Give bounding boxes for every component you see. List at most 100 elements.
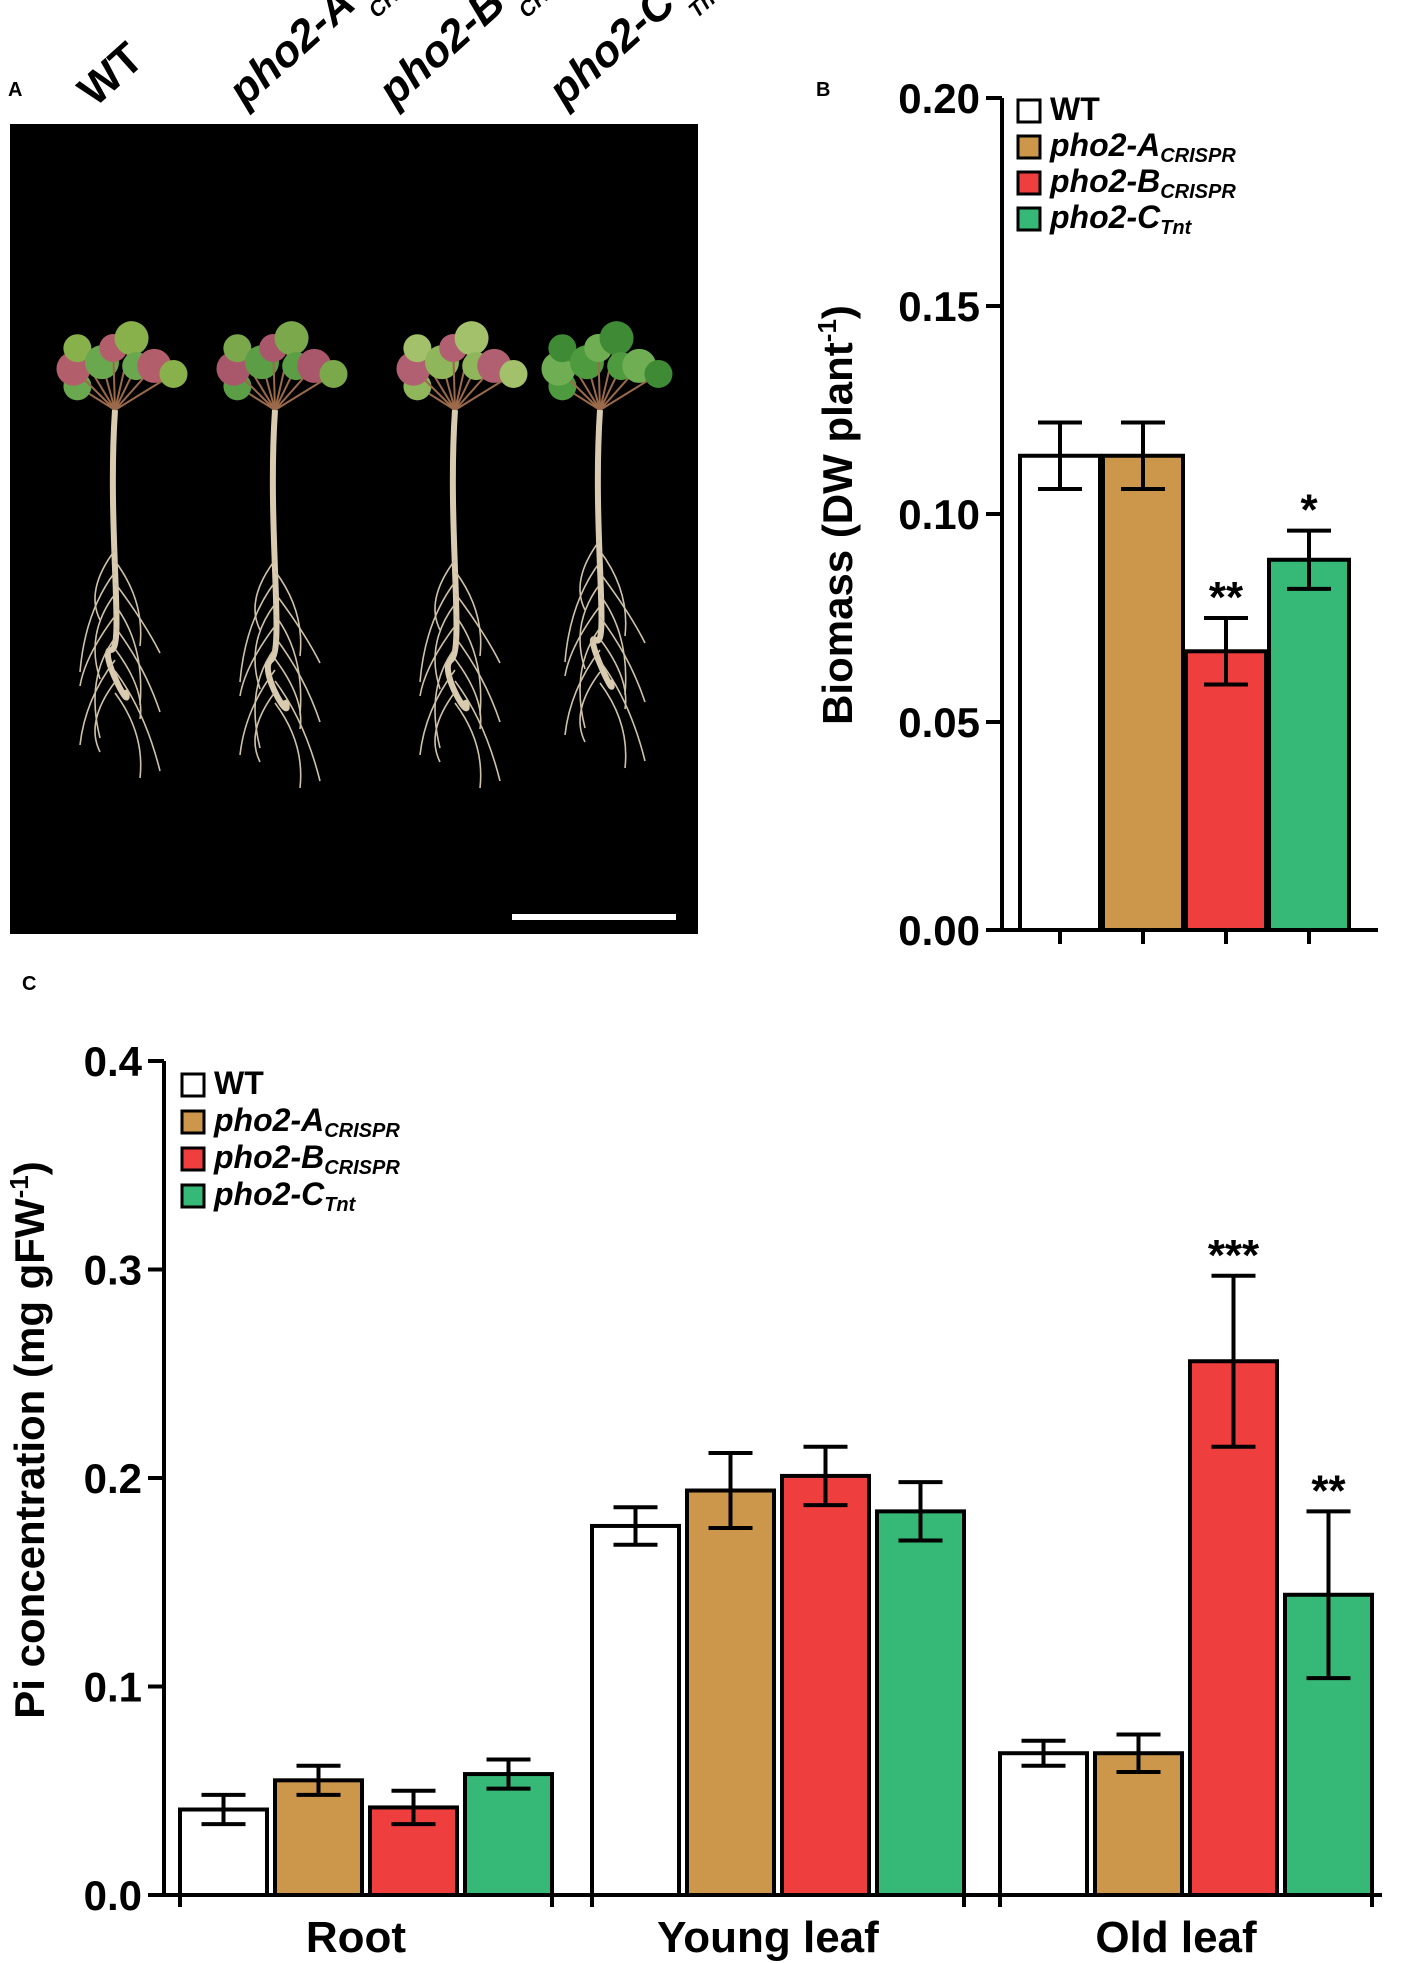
- legend-entry: WT: [214, 1065, 264, 1101]
- lateral-root: [254, 559, 276, 631]
- leaf: [454, 321, 489, 356]
- lateral-root: [579, 583, 601, 670]
- plant-4: [541, 321, 673, 769]
- y-axis-title: Biomass (DW plant-1): [812, 305, 861, 725]
- lateral-root: [599, 550, 627, 637]
- y-tick-label: 0.10: [898, 491, 980, 538]
- y-tick-label: 0.15: [898, 283, 980, 330]
- lateral-root: [94, 681, 116, 753]
- lateral-root: [454, 680, 501, 782]
- lateral-root: [254, 603, 276, 690]
- significance-label: ***: [1208, 1231, 1260, 1280]
- bar-3: [1184, 649, 1268, 933]
- lateral-root: [79, 659, 116, 746]
- lateral-root: [114, 670, 161, 772]
- leaf: [274, 321, 309, 356]
- significance-label: *: [1300, 486, 1318, 535]
- lateral-root: [274, 592, 321, 664]
- lateral-root: [94, 549, 116, 621]
- lateral-root: [114, 560, 142, 647]
- y-tick-label: 0.4: [84, 1038, 143, 1085]
- genotype-label-1: WT: [69, 33, 153, 115]
- lateral-root: [274, 570, 302, 657]
- lateral-root: [579, 627, 601, 729]
- lateral-root: [94, 593, 116, 680]
- legend-entry: pho2-BCRISPR: [213, 1139, 400, 1179]
- legend-entry: pho2-CTnt: [213, 1176, 357, 1216]
- lateral-root: [454, 570, 482, 657]
- lateral-root: [564, 649, 601, 736]
- lateral-root: [274, 702, 302, 789]
- lateral-root: [254, 691, 276, 763]
- plant-1: [56, 321, 188, 779]
- lateral-root: [434, 559, 456, 631]
- main-root: [104, 409, 130, 701]
- legend-entry: pho2-CTnt: [1049, 199, 1193, 239]
- lateral-root: [274, 636, 321, 723]
- bar-young-leaf-3: [780, 1473, 871, 1898]
- lateral-root: [114, 692, 142, 779]
- lateral-root: [454, 702, 482, 789]
- lateral-root: [434, 691, 456, 763]
- lateral-root: [254, 647, 276, 749]
- panel-label-b: B: [816, 79, 830, 101]
- lateral-root: [599, 682, 627, 769]
- category-label: Old leaf: [1095, 1913, 1257, 1962]
- panel-label-c: C: [22, 973, 36, 995]
- lateral-root: [114, 582, 161, 654]
- bar-1: [1018, 453, 1102, 932]
- y-tick-label: 0.1: [84, 1664, 142, 1711]
- y-axis-title: Pi concentration (mg gFW-1): [4, 1161, 53, 1718]
- plant-3: [396, 321, 528, 789]
- legend-swatch: [180, 1183, 206, 1209]
- lateral-root: [434, 603, 456, 690]
- legend-swatch: [1016, 134, 1042, 160]
- lateral-root: [454, 614, 482, 716]
- lateral-root: [564, 561, 601, 663]
- lateral-root: [239, 625, 276, 697]
- legend-swatch: [180, 1109, 206, 1135]
- significance-label: **: [1311, 1466, 1346, 1515]
- legend-swatch: [180, 1072, 206, 1098]
- scale-bar: [512, 914, 676, 920]
- lateral-root: [434, 647, 456, 749]
- leaf: [319, 359, 348, 388]
- leaf: [223, 334, 252, 363]
- lateral-root: [599, 660, 646, 762]
- lateral-root: [419, 669, 456, 756]
- legend-entry: pho2-BCRISPR: [1049, 163, 1236, 203]
- legend-entry: pho2-ACRISPR: [1049, 127, 1236, 167]
- leaf: [63, 334, 92, 363]
- leaf: [499, 359, 528, 388]
- biomass-chart: 0.00 0.05 0.10 0.15 0.20 Biomass (DW plant-1)…: [812, 75, 1378, 954]
- leaf: [159, 359, 188, 388]
- plant-2: [216, 321, 348, 789]
- lateral-root: [239, 669, 276, 756]
- bar-young-leaf-4: [875, 1509, 966, 1897]
- lateral-root: [114, 626, 161, 713]
- legend-swatch: [180, 1146, 206, 1172]
- lateral-root: [599, 616, 646, 703]
- bar-old-leaf-2: [1093, 1751, 1184, 1897]
- main-root: [589, 409, 615, 690]
- leaf: [403, 334, 432, 363]
- bar-young-leaf-1: [590, 1523, 681, 1897]
- category-label: Root: [306, 1913, 407, 1962]
- legend-entry: WT: [1050, 91, 1100, 127]
- lateral-root: [79, 615, 116, 687]
- legend-swatch: [1016, 170, 1042, 196]
- pi-concentration-chart: 0.0 0.1 0.2 0.3 0.4 Pi concentration (mg gFW-…: [4, 1038, 1382, 1962]
- y-tick-label: 0.05: [898, 699, 980, 746]
- lateral-root: [599, 572, 646, 644]
- lateral-root: [274, 680, 321, 782]
- y-tick-label: 0.20: [898, 75, 980, 122]
- bar-root-4: [463, 1772, 554, 1897]
- lateral-root: [419, 625, 456, 697]
- lateral-root: [579, 671, 601, 743]
- lateral-root: [94, 637, 116, 739]
- panel-label-a: A: [8, 79, 22, 101]
- main-root: [444, 409, 470, 712]
- main-root: [264, 409, 290, 712]
